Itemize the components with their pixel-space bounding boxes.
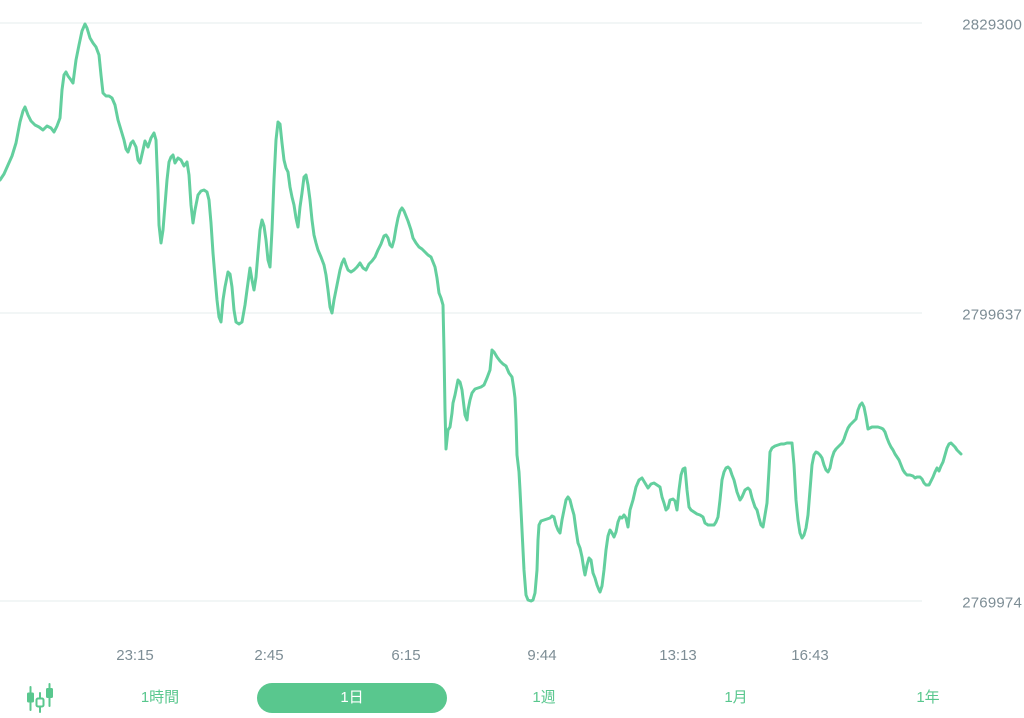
range-button-1週[interactable]: 1週 [449, 683, 639, 713]
x-axis-label: 13:13 [659, 647, 697, 664]
x-axis-label: 6:15 [391, 647, 421, 664]
range-button-1日[interactable]: 1日 [257, 683, 447, 713]
price-chart[interactable] [0, 0, 1024, 640]
x-axis-label: 9:44 [527, 647, 557, 664]
range-button-1月[interactable]: 1月 [641, 683, 831, 713]
candle-body [27, 692, 34, 703]
range-button-1時間[interactable]: 1時間 [65, 683, 255, 713]
x-axis-label: 23:15 [116, 647, 154, 664]
x-axis-label: 16:43 [791, 647, 829, 664]
chart-type-button[interactable] [16, 683, 64, 713]
y-axis-label: 2769974 [962, 594, 1022, 612]
candle-body [46, 688, 53, 698]
candlestick-icon [27, 683, 53, 713]
range-slot: 1時間 [64, 681, 256, 715]
gridlines [0, 22, 922, 602]
y-axis-label: 2799637 [962, 306, 1022, 324]
candle-body [35, 697, 45, 708]
range-slot: 1日 [256, 681, 448, 715]
chart-toolbar: 1時間 1日 1週 1月 1年 [0, 681, 1024, 715]
range-slot: 1週 [448, 681, 640, 715]
y-axis-label: 2829300 [962, 16, 1022, 34]
range-slot: 1年 [832, 681, 1024, 715]
range-button-1年[interactable]: 1年 [833, 683, 1023, 713]
x-axis-label: 2:45 [254, 647, 284, 664]
range-slot: 1月 [640, 681, 832, 715]
price-line [0, 22, 963, 603]
